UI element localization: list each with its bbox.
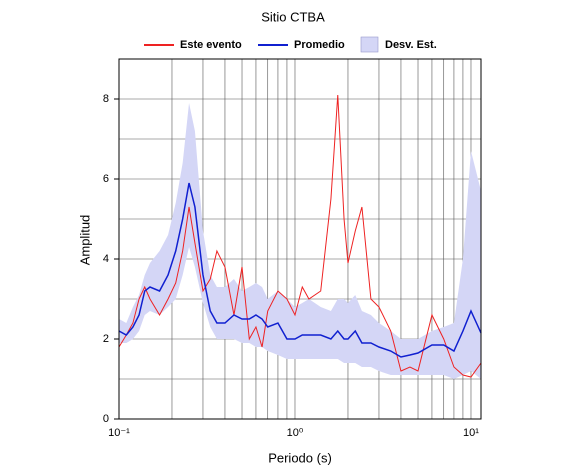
legend-label: Este evento xyxy=(180,39,242,51)
y-tick-label: 8 xyxy=(103,93,109,105)
x-tick-label: 10¹ xyxy=(463,427,479,439)
series-line xyxy=(118,182,482,358)
plot-area xyxy=(118,59,482,420)
y-axis-label: Amplitud xyxy=(77,215,92,266)
y-tick-label: 4 xyxy=(103,253,109,265)
legend: Este evento Promedio Desv. Est. xyxy=(144,36,437,53)
chart-title: Sitio CTBA xyxy=(261,9,325,24)
series-line xyxy=(118,94,482,378)
legend-swatch xyxy=(360,36,379,53)
x-axis-label: Periodo (s) xyxy=(268,450,332,465)
legend-label: Desv. Est. xyxy=(385,39,437,51)
legend-label: Promedio xyxy=(294,39,345,51)
y-tick-label: 6 xyxy=(103,173,109,185)
plot-frame xyxy=(118,58,482,420)
y-tick-label: 0 xyxy=(103,413,109,425)
y-tick-label: 2 xyxy=(103,333,109,345)
x-tick-label: 10⁻¹ xyxy=(108,427,130,439)
x-tick-label: 10⁰ xyxy=(287,427,304,439)
